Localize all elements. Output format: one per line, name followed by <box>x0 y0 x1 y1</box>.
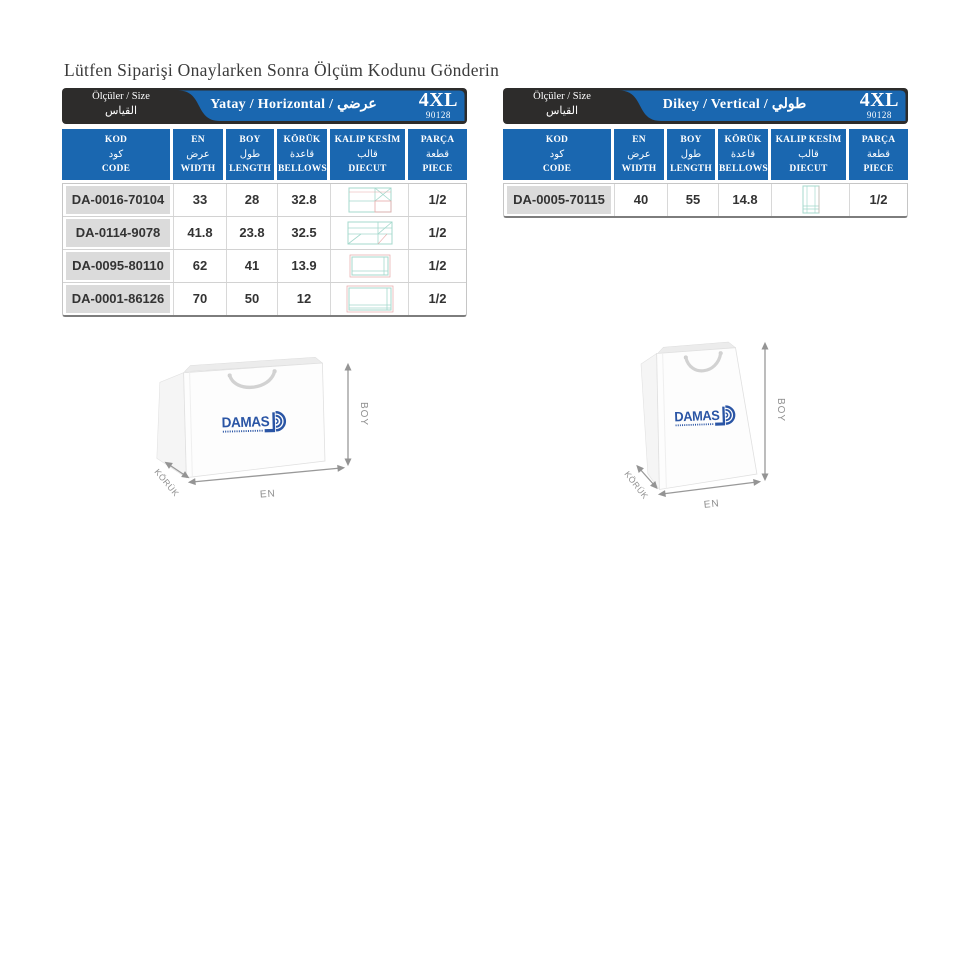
column-header-width: EN عرض WIDTH <box>614 129 664 180</box>
width-dim-label: EN <box>260 488 277 500</box>
code-value: DA-0114-9078 <box>66 218 170 247</box>
width-value: 33 <box>174 183 227 216</box>
logo-text: DAMAS <box>674 408 720 425</box>
table-row: DA-0016-70104 33 28 32.8 1/2 <box>63 183 466 216</box>
column-header-diecut: KALIP KESİM قالب DIECUT <box>330 129 405 180</box>
size-badge: 4XL 90128 <box>419 90 458 120</box>
orientation-title: Yatay / Horizontal / عرضي <box>210 97 377 112</box>
diecut-diagram <box>331 282 409 315</box>
bag-front-panel <box>656 347 758 490</box>
bellows-value: 32.8 <box>278 183 331 216</box>
column-header-row: KOD كود CODE EN عرض WIDTH BOY طول LENGTH… <box>503 129 908 180</box>
table-row: DA-0005-70115 40 55 14.8 1/2 <box>504 183 907 216</box>
size-corner-tab: Ölçüler / Size القياس <box>509 90 615 119</box>
column-header-row: KOD كود CODE EN عرض WIDTH BOY طول LENGTH… <box>62 129 467 180</box>
bellows-value: 13.9 <box>278 249 331 282</box>
piece-value: 1/2 <box>428 258 447 273</box>
diecut-diagram <box>331 216 409 249</box>
width-value: 40 <box>615 183 668 216</box>
rope-handle <box>684 351 723 373</box>
header-band-background <box>503 88 908 124</box>
column-header-length: BOY طول LENGTH <box>226 129 274 180</box>
length-value: 41 <box>227 249 278 282</box>
column-header-width: EN عرض WIDTH <box>173 129 223 180</box>
column-header-code: KOD كود CODE <box>503 129 611 180</box>
length-value: 28 <box>227 183 278 216</box>
size-label: 4XL <box>859 89 899 111</box>
size-label: 4XL <box>418 89 458 111</box>
corner-label-tr: Ölçüler / Size <box>533 91 591 102</box>
length-value: 55 <box>668 183 719 216</box>
column-header-bellows: KÖRÜK قاعدة BELLOWS <box>277 129 327 180</box>
width-value: 62 <box>174 249 227 282</box>
damas-logo: DAMAS <box>221 411 287 433</box>
rope-handle <box>227 369 277 390</box>
column-header-bellows: KÖRÜK قاعدة BELLOWS <box>718 129 768 180</box>
gusset-dim-arrow <box>164 461 190 479</box>
table-header-band: Ölçüler / Size القياس Dikey / Vertical /… <box>503 88 908 124</box>
table-body: DA-0016-70104 33 28 32.8 1/2 DA-0114-907… <box>62 182 467 317</box>
size-code: 90128 <box>866 110 892 120</box>
bag-side-panel <box>156 372 187 479</box>
size-badge: 4XL 90128 <box>860 90 899 120</box>
width-dim-arrow <box>187 464 346 486</box>
code-value: DA-0005-70115 <box>507 185 611 214</box>
table-row: DA-0095-80110 62 41 13.9 1/2 <box>63 248 466 282</box>
bellows-value: 14.8 <box>719 183 772 216</box>
size-code: 90128 <box>425 110 451 120</box>
bag-illustration-horizontal: DAMAS BOY EN KÖRÜK <box>152 356 369 501</box>
table-horizontal: Ölçüler / Size القياس Yatay / Horizontal… <box>62 88 467 317</box>
table-row: DA-0001-86126 70 50 12 1/2 <box>63 281 466 315</box>
column-header-piece: PARÇA قطعة PIECE <box>408 129 467 180</box>
height-dim-label: BOY <box>358 402 369 426</box>
height-dim-label: BOY <box>775 398 786 422</box>
table-body: DA-0005-70115 40 55 14.8 1/2 <box>503 182 908 218</box>
corner-label-ar: القياس <box>104 105 138 118</box>
corner-label-tr: Ölçüler / Size <box>92 91 150 102</box>
orientation-title: Dikey / Vertical / طولي <box>662 97 807 112</box>
column-header-code: KOD كود CODE <box>62 129 170 180</box>
logo-subtext-block <box>715 422 726 426</box>
piece-value: 1/2 <box>869 192 888 207</box>
piece-value: 1/2 <box>428 225 447 240</box>
corner-label-ar: القياس <box>545 105 579 118</box>
piece-value: 1/2 <box>428 291 447 306</box>
bag-body: DAMAS <box>156 356 326 479</box>
table-row: DA-0114-9078 41.8 23.8 32.5 1/2 <box>63 215 466 249</box>
width-dim-arrow <box>657 478 762 498</box>
column-header-length: BOY طول LENGTH <box>667 129 715 180</box>
width-value: 41.8 <box>174 216 227 249</box>
page-title: Lütfen Siparişi Onaylarken Sonra Ölçüm K… <box>64 60 500 80</box>
logo-text: DAMAS <box>221 414 269 431</box>
bellows-value: 12 <box>278 282 331 315</box>
bag-body: DAMAS <box>640 341 758 491</box>
code-value: DA-0001-86126 <box>66 284 170 313</box>
damas-logo: DAMAS <box>674 405 736 427</box>
logo-subtext-block <box>264 428 276 433</box>
diecut-diagram <box>331 183 409 216</box>
length-value: 23.8 <box>227 216 278 249</box>
table-vertical: Ölçüler / Size القياس Dikey / Vertical /… <box>503 88 908 218</box>
code-value: DA-0095-80110 <box>66 251 170 280</box>
bag-front-panel <box>183 362 326 479</box>
diecut-diagram <box>772 183 850 216</box>
header-band-background <box>62 88 467 124</box>
code-value: DA-0016-70104 <box>66 185 170 214</box>
column-header-piece: PARÇA قطعة PIECE <box>849 129 908 180</box>
bellows-value: 32.5 <box>278 216 331 249</box>
diecut-diagram <box>331 249 409 282</box>
width-value: 70 <box>174 282 227 315</box>
piece-value: 1/2 <box>428 192 447 207</box>
size-corner-tab: Ölçüler / Size القياس <box>68 90 174 119</box>
bag-illustration-vertical: DAMAS BOY EN KÖRÜK <box>622 341 786 510</box>
gusset-dim-arrow <box>636 464 658 490</box>
column-header-diecut: KALIP KESİM قالب DIECUT <box>771 129 846 180</box>
table-header-band: Ölçüler / Size القياس Yatay / Horizontal… <box>62 88 467 124</box>
width-dim-label: EN <box>703 498 720 510</box>
gusset-dim-label: KÖRÜK <box>622 469 650 501</box>
length-value: 50 <box>227 282 278 315</box>
